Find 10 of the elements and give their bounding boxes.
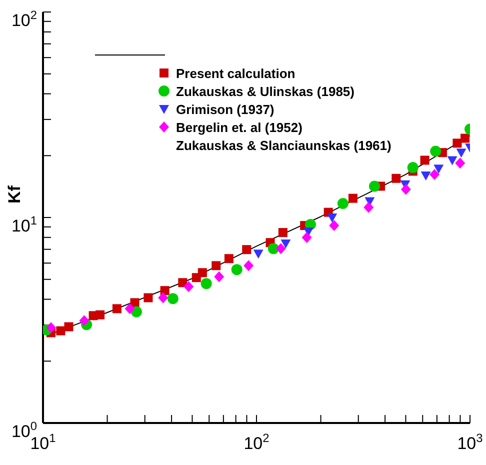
- annotation: Zukauskas & Slanciaunskas (1961): [176, 138, 392, 153]
- y-axis-title: Kf: [5, 185, 24, 204]
- x-tick-label: 10$^{3}$: [457, 431, 484, 453]
- legend-label: Present calculation: [176, 66, 296, 81]
- y-tick-label: 10$^{2}$: [11, 8, 38, 30]
- x-tick-label: 10$^{2}$: [244, 431, 270, 453]
- y-tick-label: 10$^{1}$: [11, 214, 38, 236]
- legend-label: Grimison (1937): [176, 102, 274, 117]
- legend-label: Zukauskas & Ulinskas (1985): [176, 84, 354, 99]
- legend-label: Bergelin et. al (1952): [176, 120, 302, 135]
